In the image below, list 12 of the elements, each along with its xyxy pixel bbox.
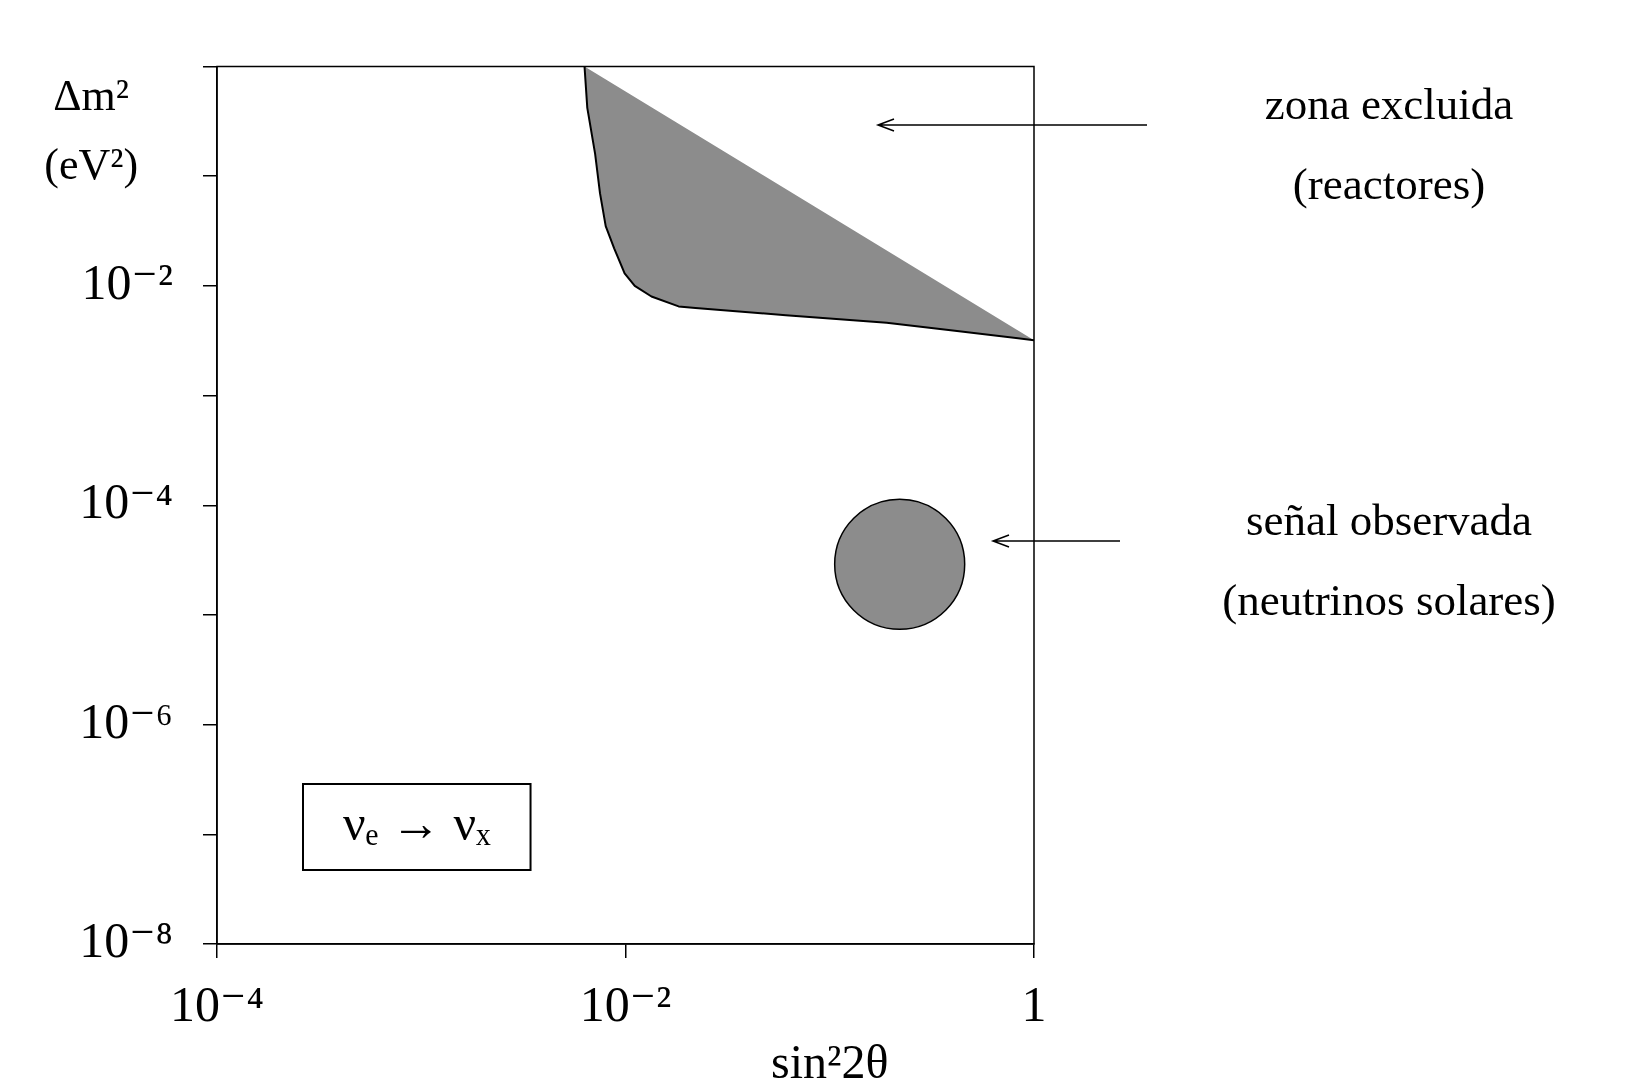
y-axis-title: Δm² (eV²) (44, 70, 139, 189)
x-tick-label: 10⁻⁴ (170, 976, 264, 1033)
x-tick-label: 10⁻² (579, 976, 672, 1033)
y-tick-label: 10⁻² (81, 254, 173, 310)
y-tick-label: 10⁻⁶ (79, 692, 173, 749)
annotation: νₑ → νₓ (342, 795, 492, 852)
x-tick-label: 1 (1021, 976, 1047, 1033)
y-tick-label: 10⁻⁸ (79, 912, 173, 969)
text: zona excluida (reactores) (1264, 79, 1514, 209)
x-axis-title: sin²2θ (771, 1035, 889, 1088)
y-tick-label: 10⁻⁴ (79, 473, 173, 530)
text: señal observada (neutrinos solares) (1222, 495, 1556, 625)
